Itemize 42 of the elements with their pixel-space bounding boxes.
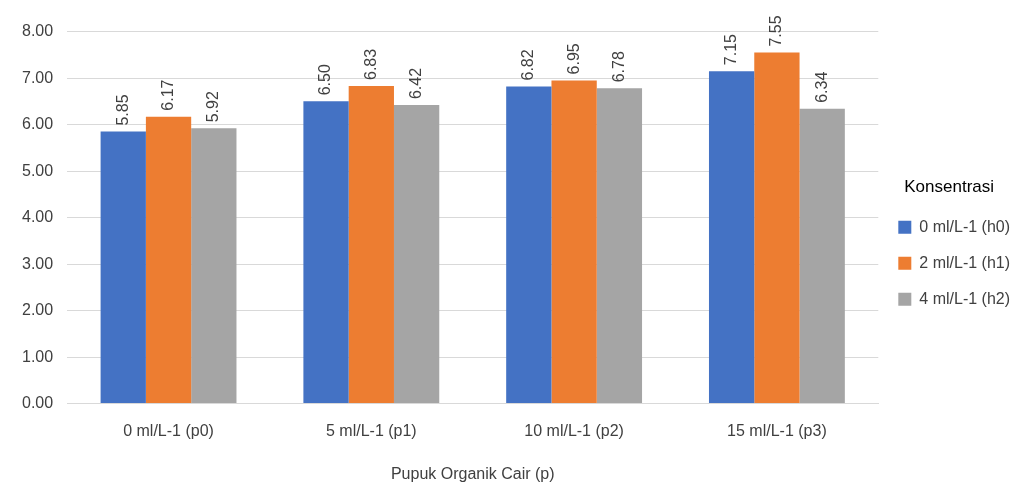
bar: [393, 105, 440, 404]
legend-label: 0 ml/L-1 (h0): [919, 217, 1011, 235]
legend-label: 2 ml/L-1 (h1): [919, 253, 1011, 271]
data-label: 6.82: [519, 49, 537, 81]
bar: [100, 131, 146, 404]
y-tick-label: 6.00: [22, 115, 54, 133]
data-label: 5.85: [113, 94, 131, 126]
bar: [303, 101, 349, 404]
y-tick-label: 0.00: [22, 394, 54, 412]
bar: [551, 80, 597, 404]
bar: [348, 86, 394, 404]
y-tick-label: 3.00: [22, 254, 54, 272]
bar: [708, 71, 755, 404]
bar: [754, 52, 800, 404]
y-tick-label: 1.00: [22, 347, 54, 365]
x-tick-label: 0 ml/L-1 (p0): [123, 421, 214, 439]
data-label: 7.15: [722, 33, 740, 66]
data-label: 6.34: [812, 71, 830, 103]
data-label: 7.55: [767, 15, 785, 47]
bar: [596, 88, 643, 404]
y-tick-label: 2.00: [22, 301, 54, 319]
data-label: 6.17: [158, 79, 176, 111]
data-label: 6.78: [609, 51, 627, 83]
data-label: 6.95: [564, 43, 582, 75]
data-label: 6.50: [316, 64, 334, 96]
data-label: 6.83: [361, 48, 379, 80]
bar: [145, 116, 192, 404]
bar: [506, 86, 552, 404]
y-tick-label: 4.00: [22, 208, 54, 226]
legend-title: Konsentrasi: [904, 176, 995, 196]
y-tick-label: 5.00: [22, 161, 54, 179]
bar: [191, 128, 237, 404]
y-tick-label: 7.00: [22, 68, 54, 86]
x-tick-label: 5 ml/L-1 (p1): [325, 421, 417, 439]
legend-label: 4 ml/L-1 (h2): [919, 289, 1011, 307]
x-tick-label: 10 ml/L-1 (p2): [524, 421, 624, 439]
bar: [799, 108, 845, 404]
data-label: 5.92: [204, 91, 222, 123]
x-axis-title: Pupuk Organik Cair (p): [390, 464, 555, 482]
data-label: 6.42: [407, 67, 425, 100]
y-tick-label: 8.00: [22, 22, 54, 40]
x-tick-label: 15 ml/L-1 (p3): [727, 421, 827, 439]
